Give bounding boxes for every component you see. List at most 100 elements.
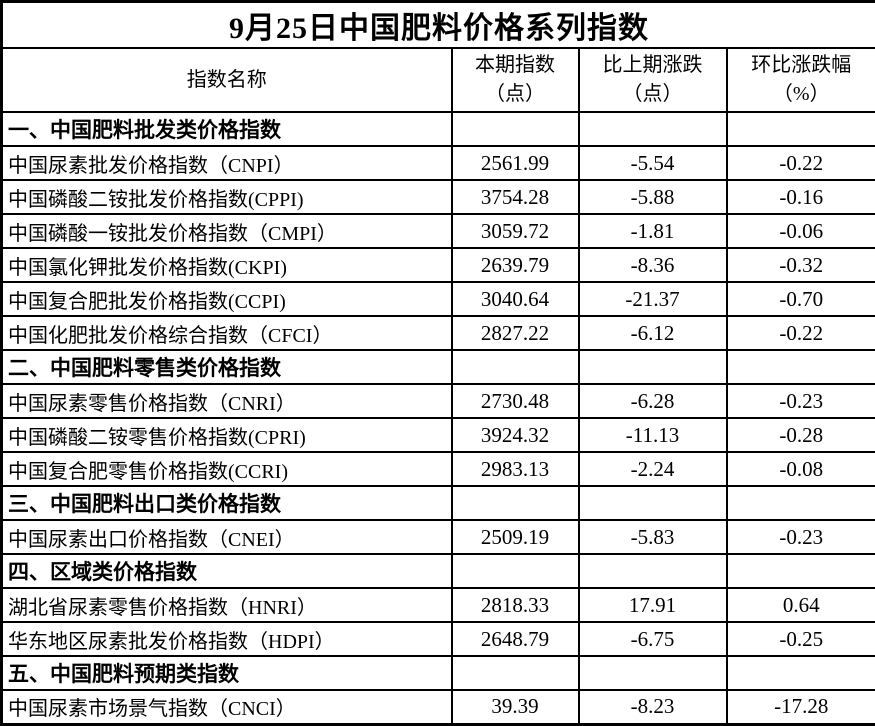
pct-change-cell: -0.08 <box>727 452 875 486</box>
current-index-cell: 2561.99 <box>452 146 579 180</box>
current-index-cell: 2827.22 <box>452 316 579 350</box>
change-cell: -2.24 <box>579 452 727 486</box>
current-index-cell: 3754.28 <box>452 180 579 214</box>
column-header-unit: （%） <box>728 80 875 109</box>
change-cell <box>579 656 727 690</box>
table-body: 一、中国肥料批发类价格指数中国尿素批发价格指数（CNPI）2561.99-5.5… <box>2 112 875 724</box>
pct-change-cell: -0.23 <box>727 520 875 554</box>
index-name-cell: 中国复合肥零售价格指数(CCRI) <box>2 452 452 486</box>
pct-change-cell: -0.06 <box>727 214 875 248</box>
section-row: 四、区域类价格指数 <box>2 554 875 588</box>
current-index-cell <box>452 486 579 520</box>
index-name-cell: 中国磷酸二铵批发价格指数(CPPI) <box>2 180 452 214</box>
pct-change-cell: -0.32 <box>727 248 875 282</box>
section-title-cell: 二、中国肥料零售类价格指数 <box>2 350 452 384</box>
change-cell: 17.91 <box>579 588 727 622</box>
column-header-label: 比上期涨跌 <box>603 54 703 76</box>
table-row: 中国尿素批发价格指数（CNPI）2561.99-5.54-0.22 <box>2 146 875 180</box>
pct-change-cell: 0.64 <box>727 588 875 622</box>
table-row: 中国化肥批发价格综合指数（CFCI）2827.22-6.12-0.22 <box>2 316 875 350</box>
pct-change-cell <box>727 112 875 146</box>
change-cell: -6.28 <box>579 384 727 418</box>
header-row: 指数名称 本期指数 （点） 比上期涨跌 （点） 环比涨跌幅 （%） <box>2 48 875 112</box>
current-index-cell: 2639.79 <box>452 248 579 282</box>
pct-change-cell <box>727 656 875 690</box>
index-name-cell: 中国氯化钾批发价格指数(CKPI) <box>2 248 452 282</box>
index-name-cell: 中国尿素出口价格指数（CNEI） <box>2 520 452 554</box>
index-name-cell: 中国尿素零售价格指数（CNRI） <box>2 384 452 418</box>
section-row: 五、中国肥料预期类指数 <box>2 656 875 690</box>
current-index-cell: 3040.64 <box>452 282 579 316</box>
table-row: 中国复合肥批发价格指数(CCPI)3040.64-21.37-0.70 <box>2 282 875 316</box>
change-cell: -8.23 <box>579 690 727 724</box>
table-row: 华东地区尿素批发价格指数（HDPI）2648.79-6.75-0.25 <box>2 622 875 656</box>
change-cell: -6.12 <box>579 316 727 350</box>
section-title-cell: 五、中国肥料预期类指数 <box>2 656 452 690</box>
current-index-cell: 2648.79 <box>452 622 579 656</box>
pct-change-cell: -0.23 <box>727 384 875 418</box>
table-row: 中国磷酸一铵批发价格指数（CMPI）3059.72-1.81-0.06 <box>2 214 875 248</box>
section-row: 一、中国肥料批发类价格指数 <box>2 112 875 146</box>
index-name-cell: 湖北省尿素零售价格指数（HNRI） <box>2 588 452 622</box>
column-header-pct-change: 环比涨跌幅 （%） <box>727 48 875 112</box>
table-row: 中国磷酸二铵零售价格指数(CPRI)3924.32-11.13-0.28 <box>2 418 875 452</box>
current-index-cell: 2983.13 <box>452 452 579 486</box>
change-cell <box>579 350 727 384</box>
current-index-cell: 3924.32 <box>452 418 579 452</box>
current-index-cell <box>452 350 579 384</box>
change-cell <box>579 486 727 520</box>
pct-change-cell <box>727 486 875 520</box>
current-index-cell <box>452 656 579 690</box>
column-header-label: 本期指数 <box>475 54 555 76</box>
change-cell: -21.37 <box>579 282 727 316</box>
current-index-cell <box>452 554 579 588</box>
section-title-cell: 一、中国肥料批发类价格指数 <box>2 112 452 146</box>
change-cell: -11.13 <box>579 418 727 452</box>
change-cell: -5.54 <box>579 146 727 180</box>
column-header-index-name: 指数名称 <box>2 48 452 112</box>
pct-change-cell <box>727 554 875 588</box>
table-row: 中国尿素市场景气指数（CNCI）39.39-8.23-17.28 <box>2 690 875 724</box>
section-title-cell: 四、区域类价格指数 <box>2 554 452 588</box>
current-index-cell: 3059.72 <box>452 214 579 248</box>
table-title: 9月25日中国肥料价格系列指数 <box>2 2 875 49</box>
section-row: 二、中国肥料零售类价格指数 <box>2 350 875 384</box>
section-title-cell: 三、中国肥料出口类价格指数 <box>2 486 452 520</box>
section-row: 三、中国肥料出口类价格指数 <box>2 486 875 520</box>
pct-change-cell: -17.28 <box>727 690 875 724</box>
table-row: 中国氯化钾批发价格指数(CKPI)2639.79-8.36-0.32 <box>2 248 875 282</box>
pct-change-cell: -0.16 <box>727 180 875 214</box>
change-cell: -5.88 <box>579 180 727 214</box>
pct-change-cell <box>727 350 875 384</box>
change-cell <box>579 554 727 588</box>
current-index-cell: 39.39 <box>452 690 579 724</box>
change-cell: -5.83 <box>579 520 727 554</box>
table-row: 中国尿素出口价格指数（CNEI）2509.19-5.83-0.23 <box>2 520 875 554</box>
table-row: 中国磷酸二铵批发价格指数(CPPI)3754.28-5.88-0.16 <box>2 180 875 214</box>
table-row: 中国尿素零售价格指数（CNRI）2730.48-6.28-0.23 <box>2 384 875 418</box>
pct-change-cell: -0.70 <box>727 282 875 316</box>
current-index-cell: 2818.33 <box>452 588 579 622</box>
index-name-cell: 华东地区尿素批发价格指数（HDPI） <box>2 622 452 656</box>
current-index-cell <box>452 112 579 146</box>
pct-change-cell: -0.28 <box>727 418 875 452</box>
pct-change-cell: -0.22 <box>727 316 875 350</box>
index-name-cell: 中国尿素批发价格指数（CNPI） <box>2 146 452 180</box>
title-row: 9月25日中国肥料价格系列指数 <box>2 2 875 49</box>
pct-change-cell: -0.25 <box>727 622 875 656</box>
column-header-current-index: 本期指数 （点） <box>452 48 579 112</box>
column-header-label: 指数名称 <box>187 69 267 91</box>
index-name-cell: 中国磷酸一铵批发价格指数（CMPI） <box>2 214 452 248</box>
index-name-cell: 中国复合肥批发价格指数(CCPI) <box>2 282 452 316</box>
change-cell <box>579 112 727 146</box>
index-name-cell: 中国磷酸二铵零售价格指数(CPRI) <box>2 418 452 452</box>
change-cell: -6.75 <box>579 622 727 656</box>
index-name-cell: 中国尿素市场景气指数（CNCI） <box>2 690 452 724</box>
change-cell: -1.81 <box>579 214 727 248</box>
index-name-cell: 中国化肥批发价格综合指数（CFCI） <box>2 316 452 350</box>
pct-change-cell: -0.22 <box>727 146 875 180</box>
column-header-unit: （点） <box>453 80 578 109</box>
